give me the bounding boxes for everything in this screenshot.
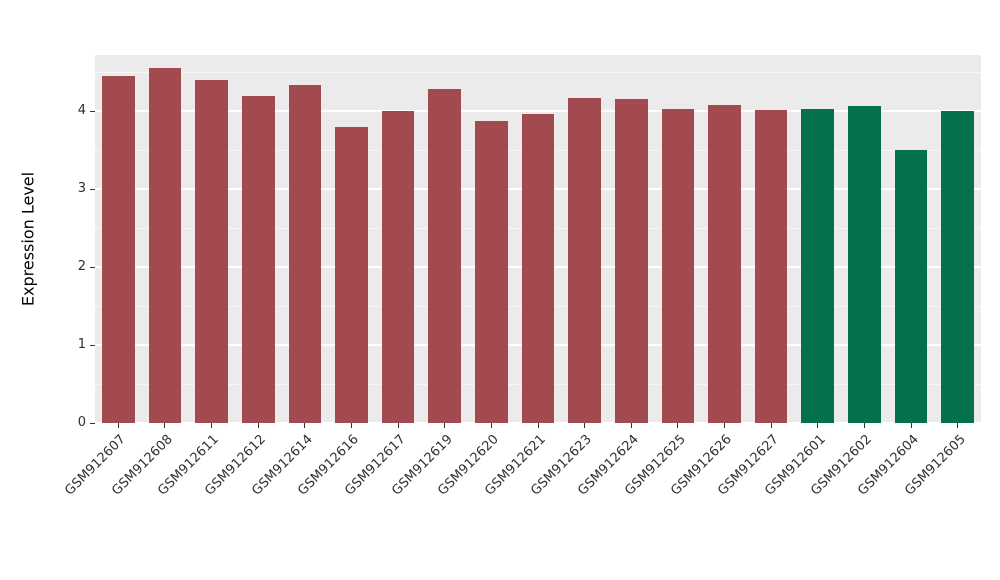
bar-GSM912602 [848, 106, 881, 423]
x-tick-mark [117, 423, 119, 428]
x-tick-mark [257, 423, 259, 428]
y-tick-mark [90, 344, 95, 346]
x-tick-mark [724, 423, 726, 428]
x-tick-mark [164, 423, 166, 428]
bar-GSM912624 [614, 99, 648, 423]
y-tick-label: 2 [77, 259, 86, 275]
y-tick-mark [90, 266, 95, 268]
bar-GSM912620 [475, 120, 508, 423]
x-tick-mark [444, 423, 446, 428]
x-tick-mark [910, 423, 912, 428]
x-tick-mark [677, 423, 679, 428]
bar-GSM912608 [148, 68, 182, 423]
x-tick-mark [770, 423, 772, 428]
bar-GSM912616 [335, 126, 368, 423]
x-tick-mark [490, 423, 492, 428]
y-tick-label: 1 [77, 337, 86, 353]
y-tick-label: 4 [77, 103, 86, 119]
bar-GSM912614 [288, 85, 322, 423]
x-tick-mark [957, 423, 959, 428]
x-tick-mark [584, 423, 586, 428]
bar-GSM912625 [661, 108, 695, 423]
y-tick-label: 0 [77, 415, 86, 430]
bar-GSM912605 [941, 111, 974, 423]
gridline-minor [95, 71, 981, 73]
x-tick-mark [304, 423, 306, 428]
x-tick-mark [817, 423, 819, 428]
bar-GSM912612 [241, 95, 275, 423]
y-tick-label: 3 [77, 181, 86, 197]
y-axis: 0 1 2 3 4 [0, 55, 86, 430]
gridline-major [95, 110, 981, 113]
x-tick-mark [350, 423, 352, 428]
bar-GSM912619 [428, 89, 462, 423]
bar-GSM912601 [801, 108, 835, 423]
x-axis: GSM912607 GSM912608 GSM912611 GSM912612 GSM9… [62, 423, 981, 573]
x-tick-mark [211, 423, 213, 428]
x-tick-mark [537, 423, 539, 428]
y-tick-mark [90, 422, 95, 424]
x-tick-mark [397, 423, 399, 428]
x-tick-mark [630, 423, 632, 428]
bar-GSM912611 [195, 79, 228, 423]
y-tick-mark [90, 110, 95, 112]
bar-GSM912626 [708, 104, 741, 423]
bar-GSM912621 [521, 114, 555, 423]
bar-GSM912607 [101, 76, 135, 423]
plot-panel [95, 55, 981, 424]
bar-GSM912627 [754, 109, 788, 423]
bar-GSM912623 [568, 97, 601, 423]
y-tick-mark [90, 188, 95, 190]
bar-GSM912604 [894, 150, 928, 423]
bar-GSM912617 [381, 111, 415, 423]
x-tick-mark [863, 423, 865, 428]
